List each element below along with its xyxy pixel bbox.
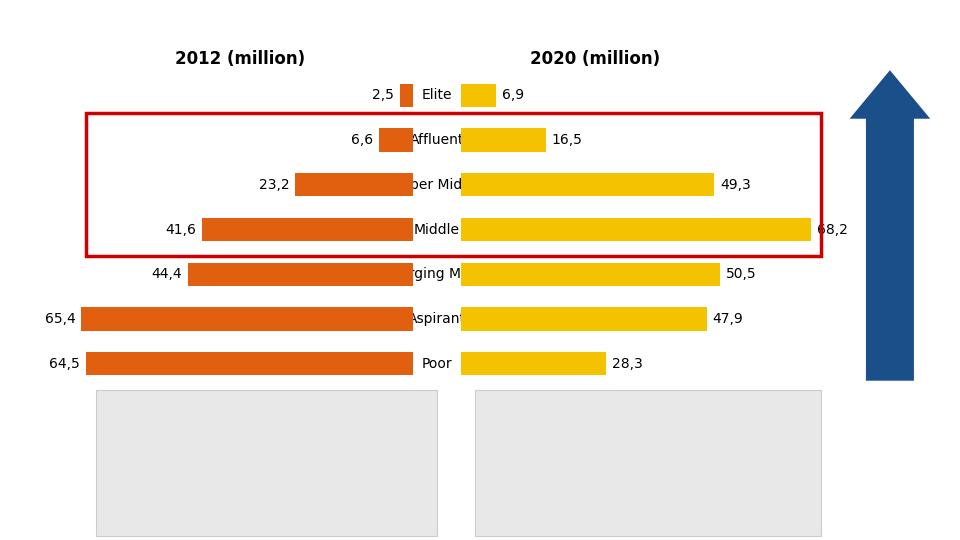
Text: 23,2: 23,2 <box>259 178 290 192</box>
Text: 7.5 and more: 7.5 and more <box>274 426 348 436</box>
Text: 2,5: 2,5 <box>372 88 395 102</box>
Text: Emerging middle: Emerging middle <box>487 429 582 438</box>
Text: Middle: Middle <box>487 399 524 409</box>
Text: 1.0–less than 1.5: 1.0–less than 1.5 <box>648 458 743 468</box>
Text: 16,5: 16,5 <box>551 133 582 147</box>
Text: Monthly household
expenditure (IDR millions)¹: Monthly household expenditure (IDR milli… <box>151 396 300 417</box>
Text: 44,4: 44,4 <box>152 267 182 281</box>
Text: Middle Income Forecasting: Middle Income Forecasting <box>185 17 775 56</box>
Text: 2020 (million): 2020 (million) <box>530 50 660 68</box>
Text: 2.0–less than 3.0: 2.0–less than 3.0 <box>648 399 743 409</box>
Text: Affluent: Affluent <box>110 456 155 465</box>
Text: Aspirant: Aspirant <box>408 312 466 326</box>
Text: Emerging Middle: Emerging Middle <box>378 267 495 281</box>
Text: 1.5–less than 2.0: 1.5–less than 2.0 <box>648 429 743 438</box>
Text: Vertical Mobility: Vertical Mobility <box>883 186 897 314</box>
Text: less than 1.0: less than 1.0 <box>648 488 720 498</box>
Text: Upper Middle: Upper Middle <box>391 178 483 192</box>
Text: 50,5: 50,5 <box>726 267 756 281</box>
Text: Affluent: Affluent <box>410 133 464 147</box>
Text: 47,9: 47,9 <box>712 312 743 326</box>
Text: Middle: Middle <box>414 222 460 237</box>
Text: Aspirant: Aspirant <box>487 458 533 468</box>
Text: Upper middle: Upper middle <box>110 485 186 495</box>
Text: 68,2: 68,2 <box>817 222 848 237</box>
Text: 49,3: 49,3 <box>720 178 751 192</box>
Text: 64,5: 64,5 <box>49 357 81 371</box>
Text: 41,6: 41,6 <box>165 222 196 237</box>
Text: 6,6: 6,6 <box>351 133 373 147</box>
Text: Elite: Elite <box>421 88 452 102</box>
Text: Poor: Poor <box>487 488 512 498</box>
Text: 2012 (million): 2012 (million) <box>175 50 305 68</box>
Text: Elite: Elite <box>110 426 135 436</box>
Text: 28,3: 28,3 <box>612 357 642 371</box>
Text: 6,9: 6,9 <box>502 88 524 102</box>
Text: Poor: Poor <box>421 357 452 371</box>
Text: 65,4: 65,4 <box>45 312 76 326</box>
Text: 5.0–less than 7.5: 5.0–less than 7.5 <box>274 456 369 465</box>
Text: 3.0–less than 5.0: 3.0–less than 5.0 <box>274 485 368 495</box>
